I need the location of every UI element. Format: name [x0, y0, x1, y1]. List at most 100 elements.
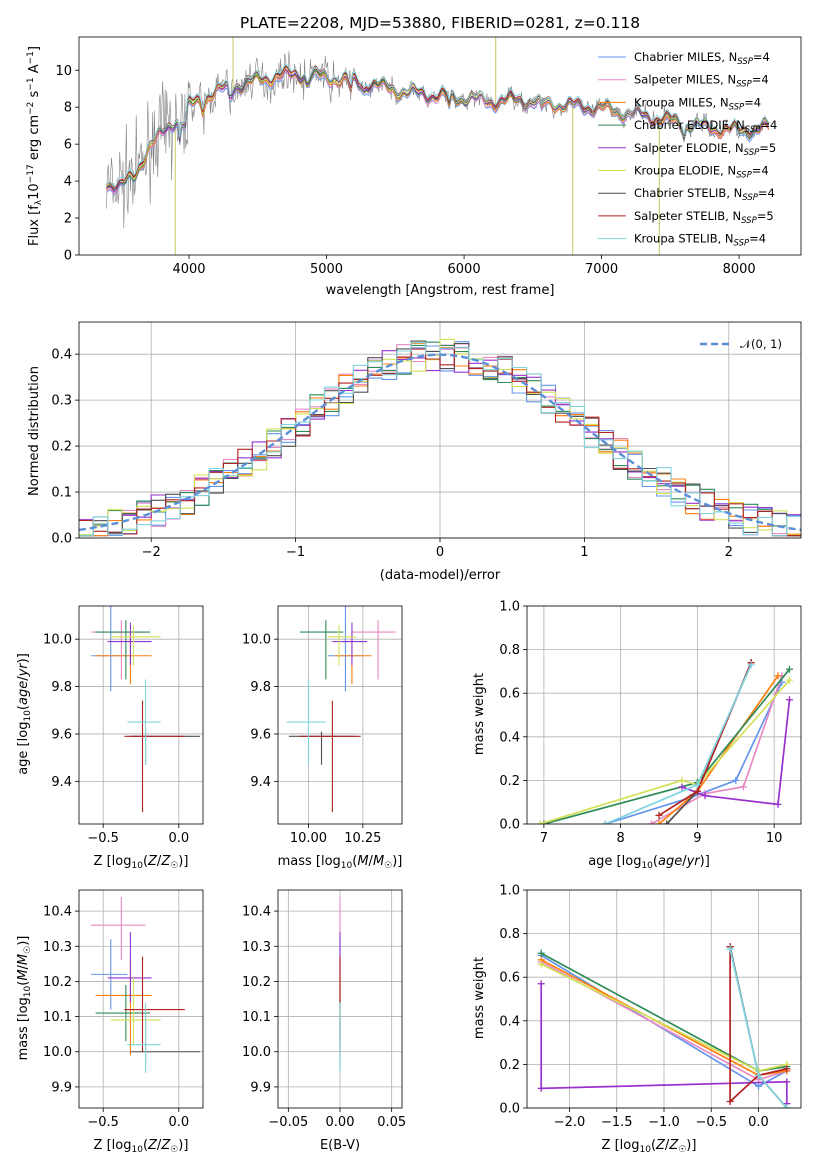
y-tick-label: 10.4 — [43, 905, 72, 920]
y-tick-label: 9.9 — [250, 1080, 271, 1095]
axes-frame — [78, 36, 802, 256]
x-tick-label: 7000 — [585, 262, 618, 277]
x-tick-label: −0.5 — [695, 1115, 727, 1130]
x-tick-label: 0.00 — [326, 1115, 355, 1130]
y-tick-label: 9.8 — [250, 680, 271, 695]
y-tick-label: 0.4 — [499, 730, 520, 745]
y-tick-label: 0.4 — [499, 1014, 520, 1029]
y-tick-label: 0.8 — [499, 927, 520, 942]
residuals-legend: 𝒩(0, 1) — [700, 337, 782, 351]
x-tick-label: −0.5 — [87, 1115, 119, 1130]
mass-age-xlabel: mass [log10(M/M☉)] — [278, 854, 403, 871]
x-tick-label: −2 — [142, 545, 161, 560]
x-tick-label: 7 — [540, 831, 548, 846]
EBV-mass-xlabel: E(B-V) — [320, 1138, 360, 1153]
Z-weight-line — [540, 983, 788, 1104]
x-tick-label: 0 — [436, 545, 444, 560]
y-tick-label: 0.0 — [51, 532, 72, 547]
legend-label: Kroupa STELIB, NSSP=4 — [634, 232, 766, 249]
residuals-panel: −2 −1 0 1 2 0.0 0.1 0.2 0.3 0.4 — [51, 321, 802, 560]
mass-age-panel: 10.00 10.25 9.4 9.6 9.8 10.0 — [242, 605, 403, 846]
y-tick-label: 10.4 — [242, 905, 271, 920]
y-tick-label: 6 — [64, 138, 72, 153]
y-tick-label: 0.8 — [499, 643, 520, 658]
y-tick-label: 10.3 — [43, 940, 72, 955]
x-tick-label: −1.0 — [648, 1115, 680, 1130]
model-fit-line — [106, 65, 770, 189]
Z-mass-ylabel: mass [log10(M/M☉)] — [16, 936, 33, 1061]
y-tick-label: 1.0 — [499, 884, 520, 899]
Z-weight-panel: −2.0 −1.5 −1.0 −0.5 0.0 0.0 0.2 0.4 0.6 0.8 1.0 — [499, 884, 802, 1130]
y-tick-label: 0.1 — [51, 486, 72, 501]
plot-area — [79, 338, 801, 537]
Z-weight-xlabel: Z [log10(Z/Z☉)] — [602, 1138, 697, 1155]
axes-frame — [78, 889, 204, 1109]
legend-label: Kroupa MILES, NSSP=4 — [634, 95, 761, 112]
age-weight-xlabel: age [log10(age/yr)] — [588, 854, 710, 871]
normal-reference-curve — [79, 353, 801, 532]
y-tick-label: 4 — [64, 175, 72, 190]
x-tick-label: 10.00 — [290, 831, 327, 846]
Z-age-ylabel: age [log10(age/yr)] — [16, 653, 33, 775]
plot-area — [106, 37, 770, 255]
y-tick-label: 9.6 — [250, 727, 271, 742]
y-tick-label: 10.0 — [242, 633, 271, 648]
legend-label: Salpeter ELODIE, NSSP=5 — [634, 141, 776, 158]
y-tick-label: 0.2 — [499, 1058, 520, 1073]
axes-frame — [526, 605, 802, 825]
legend-label: Chabrier STELIB, NSSP=4 — [634, 186, 775, 203]
x-tick-label: 0.0 — [168, 831, 189, 846]
histogram-step — [79, 342, 801, 537]
EBV-mass-panel: −0.05 0.00 0.05 9.9 10.0 10.1 10.2 10.3 10.4 — [242, 889, 406, 1130]
plot-area — [91, 897, 200, 1073]
x-tick-label: −0.5 — [87, 831, 119, 846]
x-tick-label: 5000 — [310, 262, 343, 277]
legend-label: Salpeter STELIB, NSSP=5 — [634, 209, 774, 226]
spectrum-ylabel: Flux [fλ10−17 erg cm−2 s−1 A−1] — [26, 46, 44, 246]
age-weight-panel: 7 8 9 10 0.0 0.2 0.4 0.6 0.8 1.0 — [499, 600, 802, 846]
residuals-xlabel: (data-model)/error — [380, 568, 501, 583]
model-fit-line — [106, 68, 770, 193]
y-tick-label: 0 — [64, 249, 72, 264]
x-tick-label: 0.0 — [168, 1115, 189, 1130]
age-weight-line — [539, 679, 791, 824]
x-tick-label: 9 — [693, 831, 701, 846]
x-tick-label: 0.0 — [748, 1115, 769, 1130]
y-tick-label: 1.0 — [499, 600, 520, 615]
model-fit-line — [106, 63, 770, 188]
legend-label: Chabrier ELODIE, NSSP=4 — [634, 118, 777, 135]
y-tick-label: 0.6 — [499, 971, 520, 986]
x-tick-label: 2 — [725, 545, 733, 560]
x-tick-label: −0.05 — [268, 1115, 308, 1130]
spectrum-title: PLATE=2208, MJD=53880, FIBERID=0281, z=0… — [240, 14, 640, 32]
y-tick-label: 2 — [64, 212, 72, 227]
x-tick-label: −1 — [286, 545, 305, 560]
y-tick-label: 10.0 — [242, 1045, 271, 1060]
y-tick-label: 10.3 — [242, 940, 271, 955]
y-tick-label: 9.4 — [250, 775, 271, 790]
legend-label: Chabrier MILES, NSSP=4 — [634, 50, 770, 67]
y-tick-label: 0.0 — [499, 818, 520, 833]
y-tick-label: 9.4 — [51, 775, 72, 790]
plot-area — [536, 659, 793, 824]
Z-weight-line — [729, 946, 787, 1104]
y-tick-label: 10.2 — [242, 975, 271, 990]
y-tick-label: 0.0 — [499, 1102, 520, 1117]
y-tick-label: 10.1 — [242, 1010, 271, 1025]
plot-area — [537, 943, 791, 1108]
Z-age-panel: −0.5 0.0 9.4 9.6 9.8 10.0 — [43, 605, 204, 846]
axes-frame — [277, 605, 403, 825]
y-tick-label: 9.9 — [51, 1080, 72, 1095]
age-weight-ylabel: mass weight — [472, 673, 487, 755]
x-tick-label: 4000 — [172, 262, 205, 277]
x-tick-label: −1.5 — [601, 1115, 633, 1130]
y-tick-label: 9.8 — [51, 680, 72, 695]
y-tick-label: 0.2 — [51, 440, 72, 455]
y-tick-label: 9.6 — [51, 727, 72, 742]
plot-area — [339, 897, 341, 1073]
x-tick-label: 8000 — [723, 262, 756, 277]
y-tick-label: 0.3 — [51, 394, 72, 409]
legend-label: 𝒩(0, 1) — [740, 337, 782, 351]
y-tick-label: 10.0 — [43, 633, 72, 648]
spectrum-panel: 4000 5000 6000 7000 8000 0 2 4 6 8 10 — [55, 36, 802, 277]
